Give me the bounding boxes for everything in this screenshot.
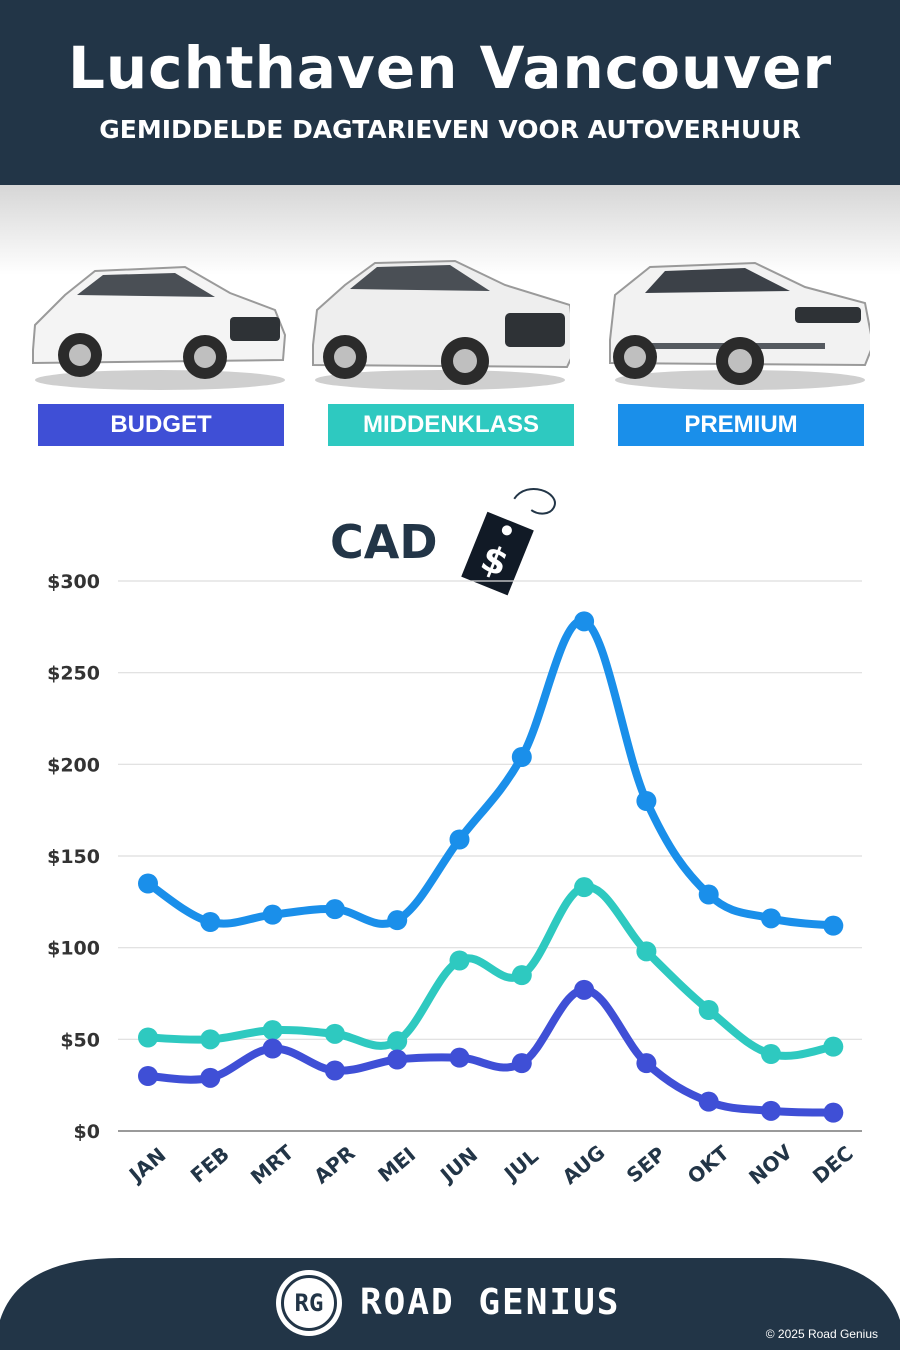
data-point-budget (138, 1066, 158, 1086)
data-point-budget (511, 1053, 532, 1074)
line-chart: CAD $ $0 $50 $100 $150 $200 $250 $300 JAN FEB MR… (0, 470, 900, 1230)
data-point-budget (698, 1091, 719, 1112)
y-tick-label: $250 (47, 663, 100, 685)
x-tick-label: AUG (558, 1140, 610, 1189)
budget-car-image (25, 255, 290, 395)
y-tick-label: $150 (47, 846, 100, 868)
brand-name: ROAD GENIUS (360, 1282, 621, 1323)
currency-label: CAD (330, 515, 438, 569)
price-tag-icon: $ (461, 488, 556, 596)
midsize-car-image (305, 255, 577, 395)
header: Luchthaven Vancouver GEMIDDELDE DAGTARIE… (0, 0, 900, 185)
x-tick-label: NOV (744, 1139, 797, 1189)
data-point-premium (698, 884, 719, 905)
data-point-budget (636, 1053, 657, 1074)
data-point-middenklass (574, 877, 595, 898)
data-point-budget (449, 1047, 470, 1068)
data-point-premium (449, 829, 470, 850)
x-tick-label: DEC (808, 1141, 858, 1188)
data-point-middenklass (324, 1023, 345, 1044)
copyright: © 2025 Road Genius (765, 1327, 878, 1341)
brand-logo-text: RG (281, 1275, 337, 1331)
premium-car-image (605, 255, 875, 395)
y-tick-label: $300 (47, 571, 100, 593)
x-tick-label: JUN (434, 1142, 482, 1188)
series-line-budget (144, 985, 838, 1117)
data-point-premium (574, 611, 595, 632)
data-point-budget (387, 1049, 408, 1070)
data-point-middenklass (761, 1044, 781, 1064)
footer: RG ROAD GENIUS © 2025 Road Genius (0, 1230, 900, 1350)
x-tick-label: SEP (622, 1142, 670, 1188)
data-point-budget (761, 1100, 781, 1121)
data-point-middenklass (511, 965, 532, 986)
data-point-premium (761, 908, 781, 929)
series-line-premium (144, 617, 838, 930)
category-label-premium: PREMIUM (618, 404, 864, 446)
x-tick-label: APR (309, 1141, 359, 1189)
data-point-middenklass (387, 1031, 408, 1052)
data-point-premium (200, 912, 221, 932)
header-shadow (0, 185, 900, 275)
x-tick-label: MRT (246, 1140, 299, 1189)
data-point-middenklass (200, 1029, 221, 1050)
page-title: Luchthaven Vancouver (67, 34, 833, 102)
data-point-premium (823, 915, 844, 936)
page-subtitle: GEMIDDELDE DAGTARIEVEN VOOR AUTOVERHUUR (99, 115, 801, 144)
data-point-premium (138, 873, 158, 894)
y-tick-label: $50 (60, 1029, 100, 1051)
x-tick-label: OKT (683, 1140, 734, 1188)
y-tick-label: $100 (47, 938, 100, 960)
data-point-middenklass (138, 1027, 158, 1048)
data-point-premium (262, 904, 283, 925)
data-point-budget (262, 1038, 283, 1059)
x-tick-label: MEI (373, 1142, 420, 1187)
data-point-premium (511, 747, 532, 767)
y-tick-label: $0 (74, 1121, 100, 1143)
data-point-middenklass (698, 1000, 719, 1020)
data-point-middenklass (262, 1020, 283, 1041)
data-point-premium (636, 791, 657, 811)
data-point-budget (823, 1102, 844, 1123)
x-tick-label: JAN (123, 1143, 170, 1188)
brand-logo: RG (276, 1270, 342, 1336)
data-point-premium (387, 910, 408, 931)
data-point-middenklass (823, 1036, 844, 1057)
data-point-budget (200, 1067, 221, 1088)
data-point-premium (324, 899, 345, 920)
category-label-midsize: MIDDENKLASS (328, 404, 574, 446)
x-tick-label: JUL (498, 1144, 543, 1187)
data-point-budget (574, 979, 595, 1000)
data-point-middenklass (449, 950, 470, 971)
x-tick-label: FEB (186, 1142, 234, 1188)
data-point-middenklass (636, 941, 657, 962)
category-label-budget: BUDGET (38, 404, 284, 446)
y-tick-label: $200 (47, 754, 100, 776)
data-point-budget (324, 1060, 345, 1081)
